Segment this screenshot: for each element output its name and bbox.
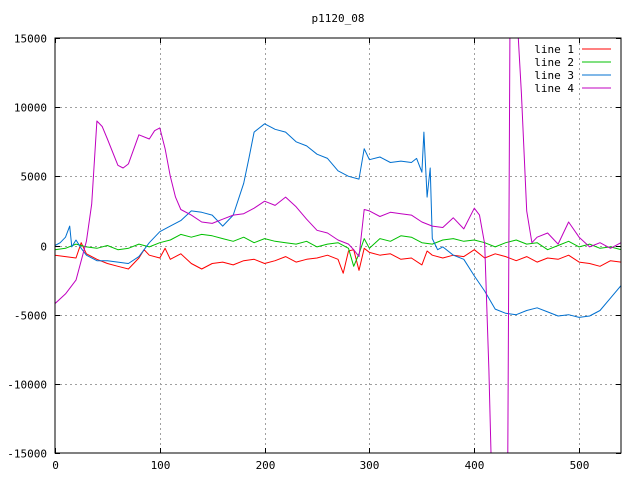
- x-tick-label: 300: [360, 459, 380, 472]
- grid: [55, 38, 621, 453]
- series-line-3: [55, 123, 621, 318]
- chart-title: p1120_08: [312, 12, 365, 25]
- y-tick-label: 5000: [21, 171, 48, 184]
- legend-label: line 1: [534, 43, 574, 56]
- x-tick-label: 500: [570, 459, 590, 472]
- y-tick-label: -15000: [7, 448, 47, 461]
- series-lines: [55, 38, 621, 453]
- legend-label: line 2: [534, 56, 574, 69]
- legend-label: line 3: [534, 69, 574, 82]
- x-tick-label: 100: [151, 459, 171, 472]
- legend-label: line 4: [534, 82, 574, 95]
- axis-ticks: 0 100 200 300 400 500 -15000 -10000 -5000 0 5000 10…: [7, 33, 621, 472]
- y-tick-label: 15000: [14, 33, 47, 46]
- plot-frame: [54, 37, 622, 454]
- series-line-1: [55, 242, 621, 274]
- y-tick-label: -10000: [7, 379, 47, 392]
- series-line-4: [55, 38, 621, 453]
- x-tick-label: 200: [256, 459, 276, 472]
- series-line-2: [55, 233, 621, 267]
- y-tick-label: 0: [40, 241, 47, 254]
- x-tick-label: 400: [465, 459, 485, 472]
- y-tick-label: -5000: [14, 310, 47, 323]
- y-tick-label: 10000: [14, 102, 47, 115]
- x-tick-label: 0: [52, 459, 59, 472]
